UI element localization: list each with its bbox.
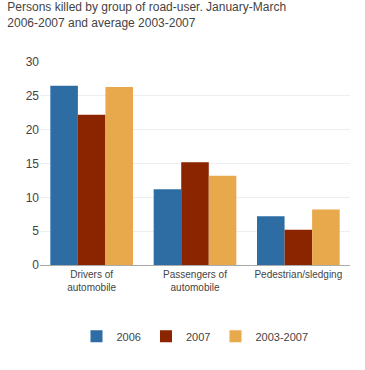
svg-text:Persons killed by group of roa: Persons killed by group of road-user. Ja…	[7, 0, 286, 30]
svg-text:25: 25	[26, 89, 40, 103]
svg-text:10: 10	[26, 191, 40, 205]
svg-text:2003-2007: 2003-2007	[255, 331, 308, 343]
svg-text:20: 20	[26, 123, 40, 137]
svg-text:30: 30	[26, 55, 40, 69]
svg-text:2007: 2007	[186, 331, 210, 343]
svg-text:Passengers ofautomobile: Passengers ofautomobile	[163, 269, 227, 293]
svg-text:0: 0	[32, 258, 39, 272]
svg-text:2006: 2006	[117, 331, 141, 343]
svg-text:Pedestrian/sledging: Pedestrian/sledging	[254, 269, 342, 280]
svg-text:15: 15	[26, 157, 40, 171]
svg-text:Drivers ofautomobile: Drivers ofautomobile	[67, 269, 116, 293]
svg-text:5: 5	[32, 224, 39, 238]
